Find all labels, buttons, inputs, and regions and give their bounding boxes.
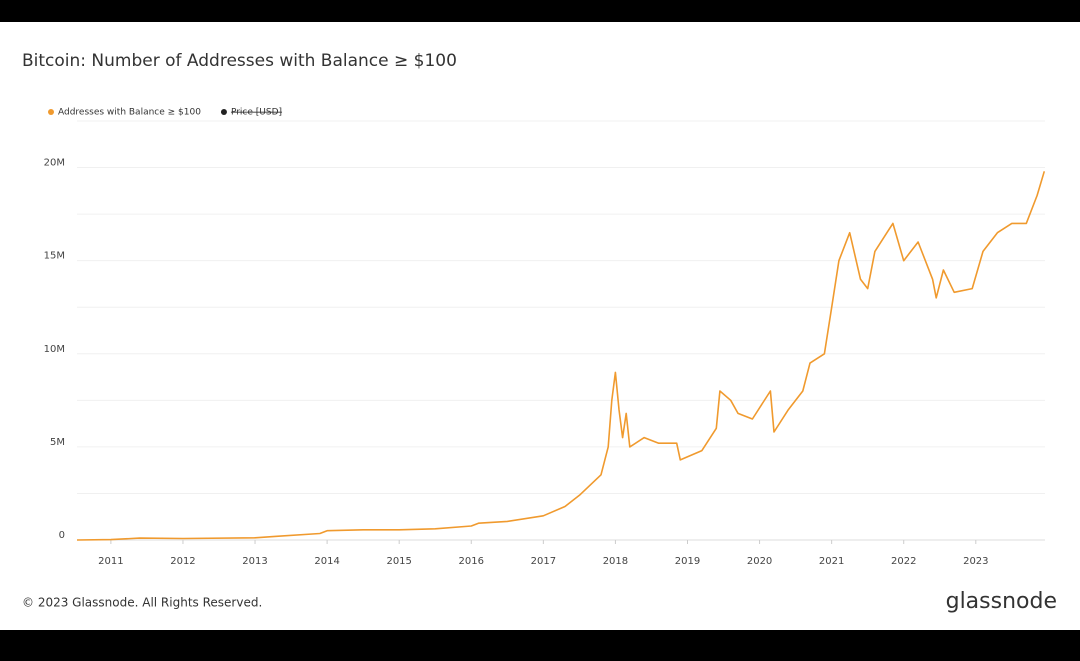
y-tick-label: 10M [44, 344, 65, 355]
chart-title: Bitcoin: Number of Addresses with Balanc… [22, 51, 457, 71]
y-tick-label: 20M [44, 158, 65, 169]
footer: © 2023 Glassnode. All Rights Reserved. [22, 596, 262, 610]
x-tick-label: 2017 [531, 556, 556, 567]
x-tick-label: 2015 [386, 556, 411, 567]
x-tick-label: 2014 [314, 556, 339, 567]
x-tick-label: 2021 [819, 556, 844, 567]
x-tick-label: 2022 [891, 556, 916, 567]
x-tick-label: 2018 [603, 556, 628, 567]
x-tick-label: 2012 [170, 556, 195, 567]
x-tick-label: 2020 [747, 556, 772, 567]
legend-label: Price [USD] [231, 108, 282, 118]
x-tick-label: 2011 [98, 556, 123, 567]
panel [0, 22, 1080, 630]
data-line [76, 171, 1046, 541]
y-tick-label: 0 [59, 530, 65, 541]
y-tick-label: 15M [44, 251, 65, 262]
legend-dot [220, 109, 227, 115]
x-tick-label: 2013 [242, 556, 267, 567]
brand-logo: glassnode [946, 589, 1057, 614]
y-tick-label: 5M [50, 437, 65, 448]
x-tick-label: 2016 [459, 556, 484, 567]
x-tick-label: 2023 [963, 556, 988, 567]
legend-dot [48, 109, 54, 115]
legend-label: Addresses with Balance ≥ $100 [58, 108, 201, 118]
x-tick-label: 2019 [675, 556, 700, 567]
